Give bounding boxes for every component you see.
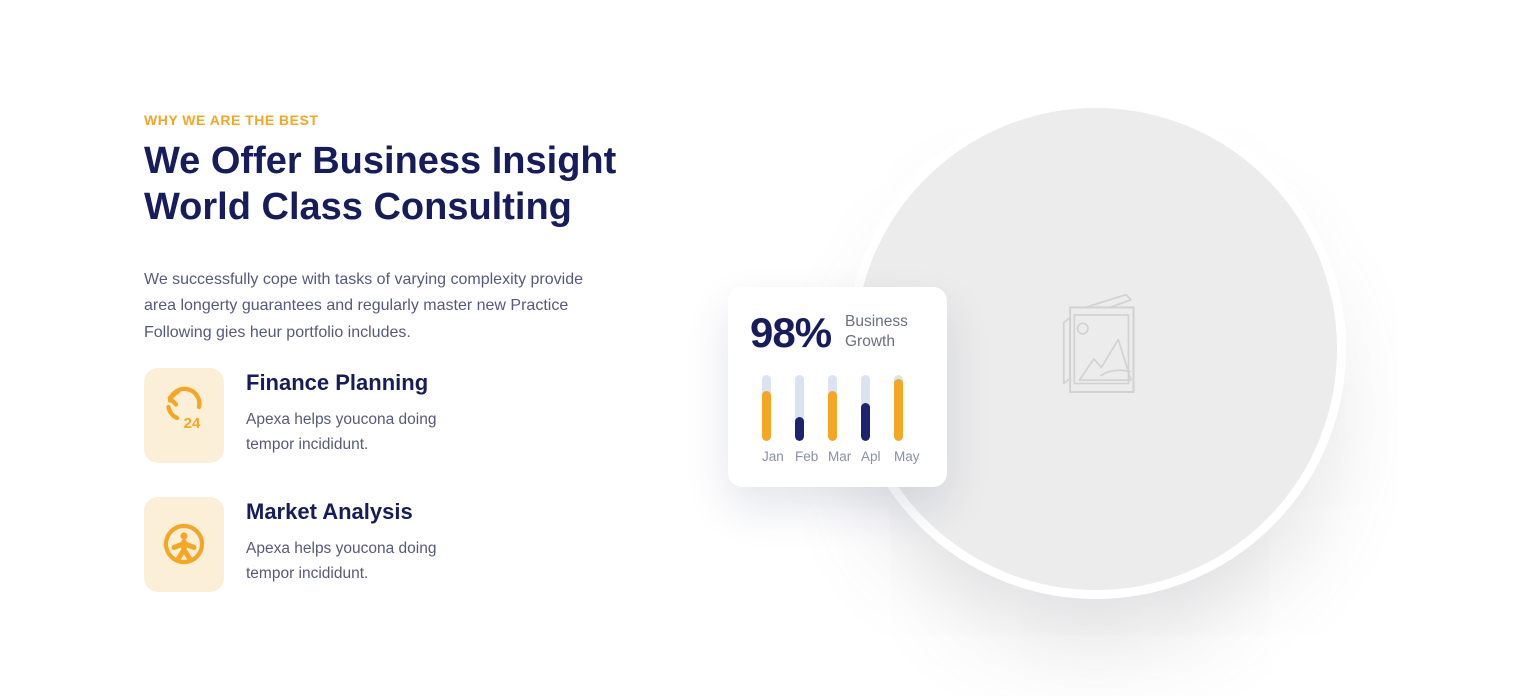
svg-text:24: 24 bbox=[184, 415, 201, 432]
